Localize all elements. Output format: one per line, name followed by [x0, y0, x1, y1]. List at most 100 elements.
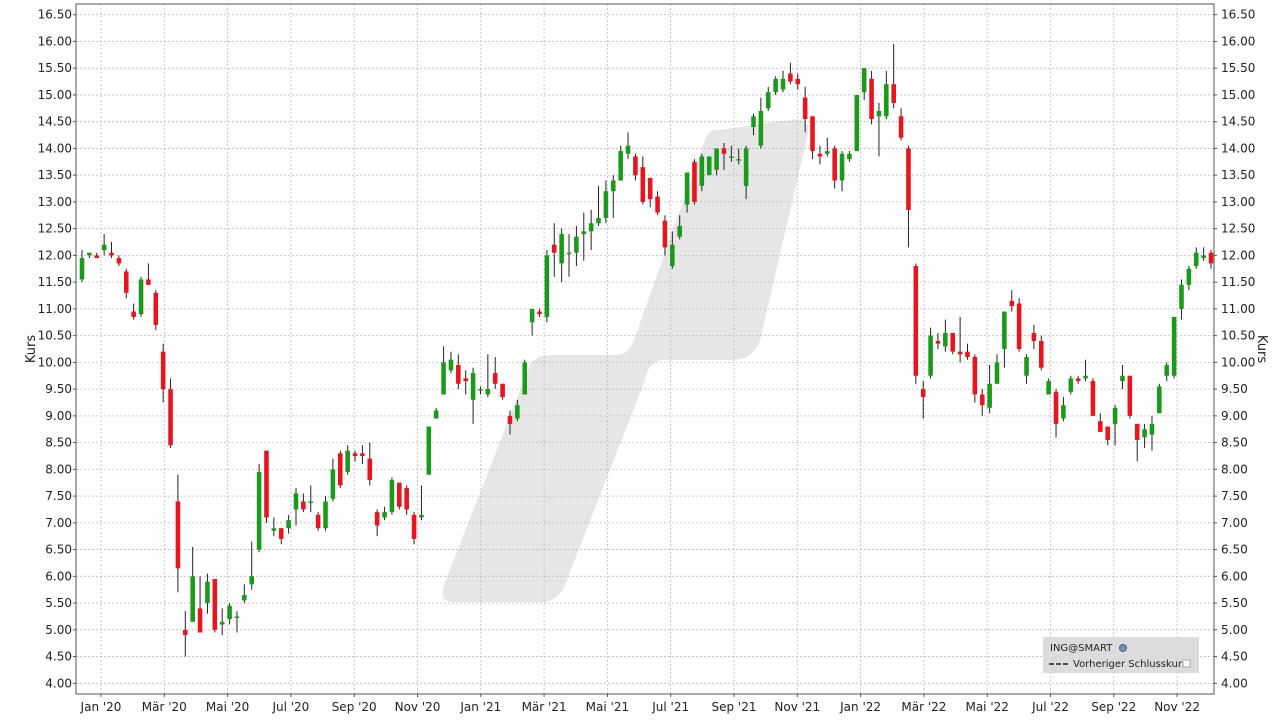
candle-body-down: [633, 156, 638, 176]
candle-body-up: [825, 151, 830, 154]
candle: [611, 175, 616, 218]
candle: [374, 509, 380, 537]
candle: [470, 367, 476, 424]
candle: [1179, 279, 1184, 320]
candle: [891, 44, 896, 109]
legend-checkbox[interactable]: [1182, 659, 1191, 668]
candle: [765, 86, 771, 111]
candle-body-up: [773, 78, 778, 93]
candle-body-up: [485, 389, 491, 395]
candle: [1127, 375, 1133, 419]
candle-body-down: [692, 161, 697, 202]
candle-body-down: [647, 177, 653, 200]
y-tick-label-left: 16.50: [38, 8, 72, 22]
candle-body-down: [160, 351, 166, 390]
candle: [219, 608, 225, 636]
y-tick-label-right: 13.50: [1221, 168, 1255, 182]
x-tick-label: Nov '22: [1154, 700, 1200, 714]
candle: [935, 332, 941, 349]
candle-body-up: [1164, 365, 1170, 376]
candle: [360, 445, 365, 464]
candle: [906, 145, 911, 248]
candle-body-up: [293, 493, 299, 510]
candle: [227, 603, 232, 625]
candle-body-up: [1068, 378, 1074, 392]
y-tick-label-right: 13.00: [1221, 195, 1255, 209]
y-tick-label-right: 4.00: [1221, 676, 1248, 690]
y-tick-label-right: 4.50: [1221, 650, 1248, 664]
y-axis-title-right: Kurs: [1254, 335, 1269, 363]
candle-body-up: [603, 191, 609, 218]
candle: [352, 450, 358, 462]
y-tick-label-right: 9.50: [1221, 382, 1248, 396]
y-tick-label-left: 6.00: [45, 569, 72, 583]
candle-body-down: [183, 629, 188, 636]
candle: [492, 357, 498, 390]
candle: [1068, 375, 1074, 395]
candle: [1061, 397, 1066, 422]
x-tick-label: Jan '20: [80, 700, 122, 714]
candle: [382, 506, 387, 521]
candle: [817, 145, 823, 165]
candle-body-down: [832, 148, 837, 181]
candle-body-down: [537, 311, 542, 315]
y-tick-label-right: 10.50: [1221, 329, 1255, 343]
candle-body-up: [419, 514, 424, 518]
y-tick-label-right: 14.50: [1221, 115, 1255, 129]
y-tick-label-left: 13.00: [38, 195, 72, 209]
candle: [1002, 311, 1007, 368]
candle: [574, 225, 579, 267]
candle: [1038, 335, 1044, 371]
candle-body-down: [116, 258, 122, 264]
candle: [736, 148, 742, 165]
candle-body-down: [935, 340, 941, 344]
candle: [426, 426, 432, 475]
y-tick-label-right: 15.50: [1221, 61, 1255, 75]
y-tick-label-left: 16.00: [38, 34, 72, 48]
candle-body-up: [249, 576, 255, 585]
candle-body-up: [581, 231, 587, 234]
y-axis-right: 4.00 4.50 5.00 5.50 6.00 6.50 7.00 7.50 8.00 8.50…: [1214, 8, 1255, 690]
candle-body-up: [699, 156, 705, 186]
candle-body-up: [588, 223, 594, 232]
y-tick-label-right: 6.00: [1221, 569, 1248, 583]
candle: [795, 73, 801, 90]
candle-body-down: [898, 116, 904, 138]
candle-body-down: [175, 501, 181, 569]
candle-body-down: [278, 528, 284, 539]
candle: [825, 137, 830, 157]
x-tick-label: Sep '20: [332, 700, 377, 714]
candle-body-down: [404, 488, 409, 510]
candle: [684, 172, 690, 213]
candle: [123, 268, 129, 299]
globe-icon[interactable]: [1119, 644, 1128, 653]
candle-body-up: [522, 362, 528, 395]
candle: [138, 276, 144, 317]
candle-body-down: [397, 482, 402, 507]
candle-body-down: [965, 351, 970, 358]
candle: [1098, 413, 1103, 432]
candle: [603, 180, 609, 224]
x-tick-label: Sep '21: [712, 700, 757, 714]
candle-body-down: [810, 116, 815, 152]
candle-body-up: [574, 236, 579, 253]
candle: [1016, 298, 1022, 352]
candle: [411, 512, 417, 545]
candle-body-up: [751, 116, 756, 128]
candle: [943, 319, 948, 352]
candle-body-up: [736, 159, 742, 161]
y-tick-label-left: 8.00: [45, 462, 72, 476]
candle-body-up: [861, 68, 867, 93]
candle-body-down: [367, 458, 373, 481]
x-tick-label: Mai '21: [586, 700, 629, 714]
candle-body-up: [1061, 405, 1066, 419]
candle-body-down: [1009, 300, 1015, 307]
candle: [566, 234, 572, 277]
candle: [677, 215, 682, 240]
candle-body-down: [1134, 423, 1140, 440]
y-tick-label-right: 8.00: [1221, 462, 1248, 476]
candle: [168, 378, 173, 448]
candle: [242, 584, 247, 604]
candle: [950, 332, 956, 355]
candle-body-up: [987, 383, 992, 408]
